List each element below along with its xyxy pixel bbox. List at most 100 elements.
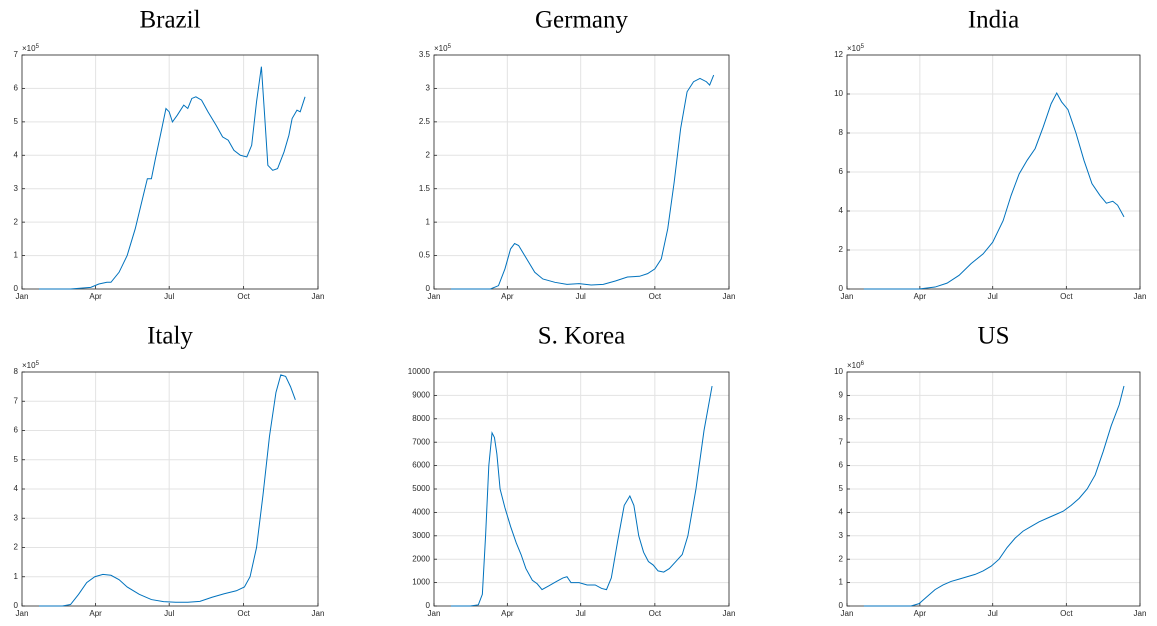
- x-tick-label: Jan: [1134, 292, 1147, 301]
- y-tick-label: 2: [14, 543, 19, 552]
- axis-multiplier: ×106: [847, 361, 865, 371]
- x-tick-label: Jan: [841, 292, 854, 301]
- x-tick-label: Oct: [237, 292, 250, 301]
- y-tick-label: 2000: [412, 554, 430, 563]
- y-tick-label: 1000: [412, 578, 430, 587]
- axes-frame: [433, 54, 730, 290]
- x-tick-label: Jan: [723, 609, 736, 618]
- y-tick-label: 6: [14, 426, 19, 435]
- multiplier-exponent: 6: [861, 361, 865, 367]
- x-tick-label: Oct: [649, 292, 662, 301]
- x-tick-label: Jul: [576, 609, 586, 618]
- y-tick-label: 2: [14, 217, 19, 226]
- y-tick-label: 4: [839, 206, 844, 215]
- y-tick-label: 0: [426, 601, 431, 610]
- multiplier-exponent: 5: [861, 44, 865, 50]
- y-tick-label: 4: [839, 508, 844, 517]
- x-tick-label: Jan: [841, 609, 854, 618]
- y-tick-label: 4000: [412, 508, 430, 517]
- y-tick-label: 0: [14, 601, 19, 610]
- x-tick-label: Jul: [576, 292, 586, 301]
- x-tick-label: Jan: [1134, 609, 1147, 618]
- x-tick-label: Jan: [723, 292, 736, 301]
- x-tick-label: Jul: [988, 609, 998, 618]
- y-tick-label: 7: [14, 396, 19, 405]
- axes-frame: [846, 371, 1141, 607]
- y-tick-label: 2: [839, 554, 844, 563]
- x-tick-label: Apr: [501, 609, 514, 618]
- y-tick-label: 5: [839, 484, 844, 493]
- y-tick-label: 1: [14, 572, 19, 581]
- y-tick-label: 5000: [412, 484, 430, 493]
- multiplier-exponent: 5: [448, 44, 452, 50]
- y-tick-label: 2: [839, 245, 844, 254]
- y-tick-label: 10: [834, 367, 843, 376]
- x-tick-label: Jan: [16, 609, 29, 618]
- y-tick-label: 1: [839, 578, 844, 587]
- x-tick-label: Apr: [914, 292, 927, 301]
- data-line: [863, 385, 1125, 607]
- multiplier-base: ×10: [22, 361, 36, 370]
- y-tick-label: 3: [14, 513, 19, 522]
- axes-frame: [21, 371, 319, 607]
- y-tick-label: 10000: [408, 367, 431, 376]
- y-tick-label: 5: [14, 117, 19, 126]
- multiplier-base: ×10: [22, 44, 36, 53]
- y-tick-label: 12: [834, 50, 843, 59]
- data-line: [450, 74, 715, 290]
- y-tick-label: 8: [839, 414, 844, 423]
- y-tick-label: 9000: [412, 391, 430, 400]
- y-tick-label: 4: [14, 484, 19, 493]
- y-tick-label: 7: [839, 437, 844, 446]
- y-tick-label: 3: [839, 531, 844, 540]
- y-tick-label: 3000: [412, 531, 430, 540]
- x-tick-label: Jul: [988, 292, 998, 301]
- axis-multiplier: ×105: [847, 44, 865, 54]
- y-tick-label: 2.5: [419, 117, 431, 126]
- y-tick-label: 1: [426, 217, 431, 226]
- axis-multiplier: ×105: [22, 44, 40, 54]
- x-tick-label: Oct: [649, 609, 662, 618]
- x-tick-label: Jul: [164, 609, 174, 618]
- y-tick-label: 6000: [412, 461, 430, 470]
- data-line: [38, 374, 296, 607]
- chart-title: India: [968, 7, 1019, 34]
- x-tick-label: Oct: [237, 609, 250, 618]
- multiplier-exponent: 5: [36, 361, 40, 367]
- y-tick-label: 8: [839, 128, 844, 137]
- x-tick-label: Jul: [164, 292, 174, 301]
- y-tick-label: 9: [839, 391, 844, 400]
- y-tick-label: 7000: [412, 437, 430, 446]
- multiplier-base: ×10: [847, 361, 861, 370]
- chart-title: US: [978, 323, 1010, 350]
- x-tick-label: Oct: [1060, 609, 1073, 618]
- data-line: [450, 385, 713, 607]
- y-tick-label: 8: [14, 367, 19, 376]
- multiplier-exponent: 5: [36, 44, 40, 50]
- y-tick-label: 8000: [412, 414, 430, 423]
- chart-title: Brazil: [139, 7, 200, 34]
- x-tick-label: Apr: [914, 609, 927, 618]
- axes-frame: [21, 54, 319, 290]
- axes-frame: [433, 371, 730, 607]
- x-tick-label: Oct: [1060, 292, 1073, 301]
- x-tick-label: Apr: [501, 292, 514, 301]
- y-tick-label: 0: [14, 284, 19, 293]
- multiplier-base: ×10: [847, 44, 861, 53]
- y-tick-label: 2: [426, 150, 431, 159]
- data-line: [863, 91, 1125, 290]
- y-tick-label: 10: [834, 89, 843, 98]
- y-tick-label: 7: [14, 50, 19, 59]
- y-tick-label: 5: [14, 455, 19, 464]
- x-tick-label: Apr: [89, 609, 102, 618]
- y-tick-label: 0: [839, 601, 844, 610]
- data-line: [38, 66, 306, 290]
- x-tick-label: Jan: [312, 292, 325, 301]
- axis-multiplier: ×105: [434, 44, 452, 54]
